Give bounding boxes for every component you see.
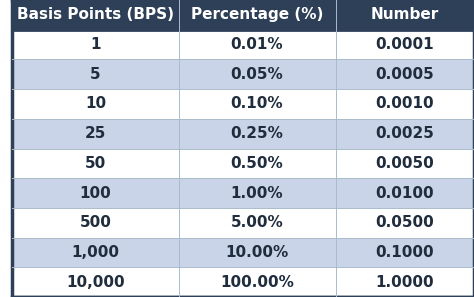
Text: 0.10%: 0.10% xyxy=(231,97,283,111)
Text: 100: 100 xyxy=(80,186,111,200)
Text: 10,000: 10,000 xyxy=(66,275,125,290)
Text: 500: 500 xyxy=(80,215,111,230)
Text: 5: 5 xyxy=(90,67,101,82)
Bar xyxy=(336,89,474,119)
Bar xyxy=(179,89,336,119)
Bar xyxy=(12,208,179,238)
Text: 0.1000: 0.1000 xyxy=(375,245,434,260)
Bar xyxy=(336,59,474,89)
Bar xyxy=(336,30,474,59)
Bar xyxy=(179,148,336,178)
Text: Percentage (%): Percentage (%) xyxy=(191,7,323,22)
Bar xyxy=(336,119,474,148)
Bar xyxy=(12,238,179,267)
Bar xyxy=(12,178,179,208)
Text: 10.00%: 10.00% xyxy=(226,245,289,260)
Bar xyxy=(12,89,179,119)
Text: 0.50%: 0.50% xyxy=(231,156,283,171)
Text: 0.0010: 0.0010 xyxy=(375,97,434,111)
Text: Basis Points (BPS): Basis Points (BPS) xyxy=(17,7,174,22)
Bar xyxy=(336,0,474,30)
Bar xyxy=(336,238,474,267)
Bar xyxy=(179,30,336,59)
Bar xyxy=(336,208,474,238)
Bar xyxy=(336,267,474,297)
Bar xyxy=(12,0,179,30)
Text: 0.0500: 0.0500 xyxy=(375,215,434,230)
Text: 0.25%: 0.25% xyxy=(230,126,283,141)
Text: 0.0005: 0.0005 xyxy=(375,67,434,82)
Bar xyxy=(179,59,336,89)
Bar xyxy=(179,0,336,30)
Text: 1.00%: 1.00% xyxy=(231,186,283,200)
Text: 10: 10 xyxy=(85,97,106,111)
Text: 50: 50 xyxy=(85,156,106,171)
Bar xyxy=(12,30,179,59)
Bar xyxy=(336,178,474,208)
Text: 25: 25 xyxy=(85,126,106,141)
Text: 1.0000: 1.0000 xyxy=(375,275,434,290)
Bar xyxy=(12,148,179,178)
Text: 0.05%: 0.05% xyxy=(231,67,283,82)
Bar xyxy=(336,148,474,178)
Text: 0.01%: 0.01% xyxy=(231,37,283,52)
Text: 1: 1 xyxy=(90,37,100,52)
Bar xyxy=(12,267,179,297)
Text: 0.0001: 0.0001 xyxy=(375,37,434,52)
Text: 0.0100: 0.0100 xyxy=(375,186,434,200)
Text: 0.0050: 0.0050 xyxy=(375,156,434,171)
Bar xyxy=(179,208,336,238)
Bar xyxy=(179,119,336,148)
Text: 0.0025: 0.0025 xyxy=(375,126,434,141)
Bar xyxy=(179,178,336,208)
Text: 1,000: 1,000 xyxy=(72,245,119,260)
Text: 100.00%: 100.00% xyxy=(220,275,294,290)
Bar xyxy=(12,59,179,89)
Bar xyxy=(179,238,336,267)
Bar xyxy=(179,267,336,297)
Bar xyxy=(12,119,179,148)
Text: 5.00%: 5.00% xyxy=(231,215,283,230)
Text: Number: Number xyxy=(371,7,439,22)
